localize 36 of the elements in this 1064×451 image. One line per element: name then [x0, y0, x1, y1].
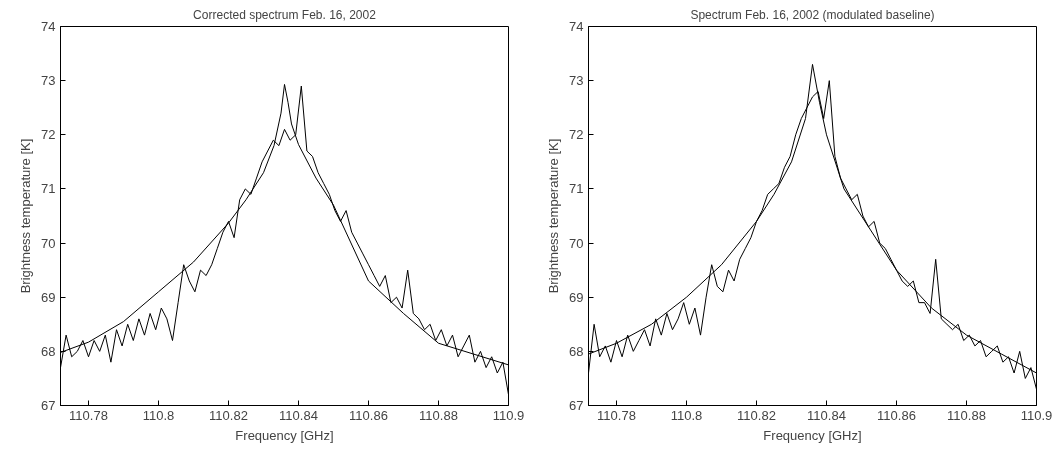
x-axis-title: Frequency [GHz] — [235, 427, 334, 443]
x-tick-label: 110.82 — [209, 407, 248, 423]
y-tick-label: 74 — [569, 19, 584, 34]
y-tick-label: 68 — [569, 343, 584, 359]
y-tick-label: 72 — [41, 127, 56, 143]
x-tick-label: 110.82 — [737, 407, 776, 423]
y-axis-title: Brightness temperature [K] — [18, 138, 34, 294]
x-tick-label: 110.8 — [670, 407, 703, 423]
x-tick-label: 110.9 — [492, 407, 525, 423]
y-tick-label: 71 — [569, 181, 584, 197]
x-axis-title: Frequency [GHz] — [763, 427, 862, 443]
y-tick-label: 70 — [569, 235, 584, 251]
x-tick-label: 110.8 — [142, 407, 175, 423]
y-tick-label: 72 — [569, 127, 584, 143]
y-tick-label: 67 — [569, 398, 584, 413]
x-tick-label: 110.86 — [349, 407, 388, 423]
chart-title: Spectrum Feb. 16, 2002 (modulated baseline) — [690, 7, 935, 22]
x-tick-label: 110.78 — [597, 407, 636, 423]
x-tick-label: 110.84 — [807, 407, 846, 423]
x-tick-label: 110.9 — [1020, 407, 1053, 423]
y-axis-title: Brightness temperature [K] — [546, 138, 562, 294]
x-tick-label: 110.88 — [947, 407, 986, 423]
x-tick-label: 110.86 — [877, 407, 916, 423]
y-tick-label: 73 — [41, 73, 56, 89]
y-tick-label: 74 — [41, 19, 56, 34]
y-tick-label: 69 — [41, 289, 56, 305]
y-tick-label: 70 — [41, 235, 56, 251]
y-tick-label: 67 — [41, 398, 56, 413]
y-tick-label: 69 — [569, 289, 584, 305]
chart-title: Corrected spectrum Feb. 16, 2002 — [193, 7, 377, 22]
x-tick-label: 110.84 — [279, 407, 318, 423]
x-tick-label: 110.88 — [419, 407, 458, 423]
y-tick-label: 68 — [41, 343, 56, 359]
x-tick-label: 110.78 — [69, 407, 108, 423]
y-tick-label: 73 — [569, 73, 584, 89]
y-tick-label: 71 — [41, 181, 56, 197]
